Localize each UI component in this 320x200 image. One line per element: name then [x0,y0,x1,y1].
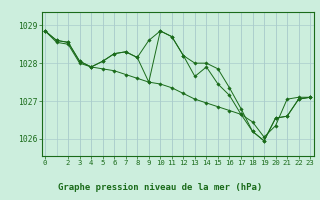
Text: Graphe pression niveau de la mer (hPa): Graphe pression niveau de la mer (hPa) [58,183,262,192]
